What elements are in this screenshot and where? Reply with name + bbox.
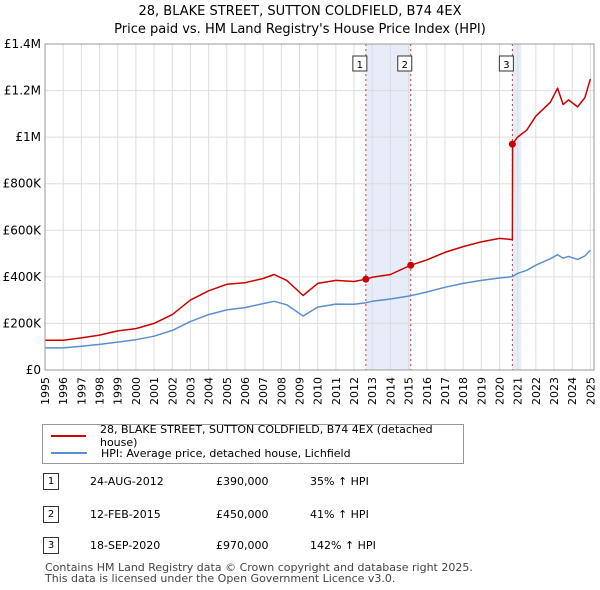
x-tick-label: 2000 [130,377,143,405]
x-tick-label: 2016 [421,377,434,405]
x-tick-label: 2019 [475,377,488,405]
plot-area [45,44,594,370]
x-tick-label: 2011 [330,377,343,405]
x-tick-label: 1999 [112,377,125,405]
table-row: 1 24-AUG-2012 £390,000 35% ↑ HPI [42,473,462,490]
x-tick-label: 1995 [39,377,52,405]
shaded-range [365,44,411,370]
sale-price: £390,000 [216,475,269,488]
legend-swatch-price [51,435,86,437]
hpi-line [45,249,591,349]
price-chart: 1995 1996 1997 1998 1999 2000 2001 2002 2003 2004… [3,37,598,405]
legend-label-price: 28, BLAKE STREET, SUTTON COLDFIELD, B74 … [99,423,433,449]
x-tick-label: 1997 [75,377,88,405]
x-tick-label: 2003 [184,377,197,405]
sale-point [362,275,370,283]
x-tick-label: 2024 [566,377,579,405]
y-tick-label: £200K [3,316,43,330]
x-tick-label: 2014 [384,377,397,405]
y-tick-label: £800K [3,177,43,191]
x-tick-label: 2020 [493,377,506,405]
footer-copyright: Contains HM Land Registry data © Crown c… [45,561,473,574]
sale-hpi-change: 142% ↑ HPI [310,539,376,552]
y-tick-label: £1M [15,130,41,144]
x-tick-label: 2025 [584,377,597,405]
x-tick-label: 2017 [439,377,452,405]
sale-number-label: 3 [503,60,509,71]
sale-hpi-change: 41% ↑ HPI [310,508,369,521]
sale-number-box [498,55,514,72]
plot-frame [44,43,595,371]
x-tick-label: 2008 [275,377,288,405]
x-tick-label: 2006 [239,377,252,405]
sale-number-badge: 3 [43,537,59,554]
y-tick-label: £1.2M [4,84,41,98]
chart-title-line1: 28, BLAKE STREET, SUTTON COLDFIELD, B74 … [138,4,462,19]
sale-point [508,140,516,148]
sale-number-badge: 1 [43,473,59,490]
y-tick-label: £0 [26,363,41,377]
chart-title-line2: Price paid vs. HM Land Registry's House … [114,22,486,37]
sale-number-badge: 2 [43,506,59,523]
x-tick-label: 2012 [348,377,361,405]
x-tick-label: 2023 [548,377,561,405]
sale-date: 18-SEP-2020 [90,539,161,552]
x-tick-label: 2007 [257,377,270,405]
legend-item-hpi: HPI: Average price, detached house, Lich… [51,445,351,461]
y-tick-label: £600K [3,223,43,237]
x-tick-label: 2004 [203,377,216,405]
y-tick-label: £1.4M [4,37,41,51]
sale-price: £450,000 [216,508,269,521]
legend-item-price: 28, BLAKE STREET, SUTTON COLDFIELD, B74 … [51,423,463,449]
sale-date: 12-FEB-2015 [90,508,161,521]
sale-number-box [352,55,368,72]
y-tick-label: £400K [3,270,43,284]
sale-price: £970,000 [216,539,269,552]
chart-legend: 28, BLAKE STREET, SUTTON COLDFIELD, B74 … [42,423,464,464]
sale-date: 24-AUG-2012 [90,475,164,488]
table-row: 3 18-SEP-2020 £970,000 142% ↑ HPI [42,537,462,554]
sale-number-label: 1 [357,60,363,71]
x-tick-label: 2018 [457,377,470,405]
x-tick-label: 2010 [312,377,325,405]
table-row: 2 12-FEB-2015 £450,000 41% ↑ HPI [42,506,462,523]
x-tick-label: 2005 [221,377,234,405]
x-tick-label: 1996 [57,377,70,405]
x-tick-label: 1998 [94,377,107,405]
legend-swatch-hpi [51,452,87,454]
sale-number-box [397,55,413,72]
sale-point [407,261,415,269]
x-tick-label: 2015 [403,377,416,405]
x-tick-label: 2022 [530,377,543,405]
sale-number-label: 2 [402,60,408,71]
footer: Contains HM Land Registry data © Crown c… [45,562,473,584]
x-tick-label: 2001 [148,377,161,405]
x-tick-label: 2002 [166,377,179,405]
x-tick-label: 2013 [366,377,379,405]
sale-hpi-change: 35% ↑ HPI [310,475,369,488]
legend-label-hpi: HPI: Average price, detached house, Lich… [101,446,351,460]
x-tick-label: 2021 [512,377,525,405]
x-tick-label: 2009 [294,377,307,405]
shaded-range [512,44,522,370]
footer-licence: This data is licensed under the Open Gov… [45,572,396,585]
